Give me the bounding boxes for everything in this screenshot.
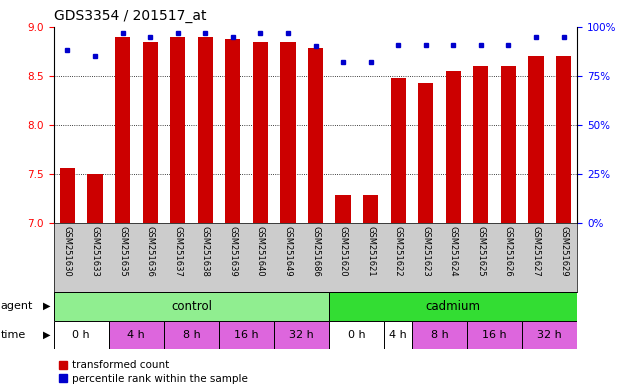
Text: 8 h: 8 h (431, 330, 449, 340)
Legend: transformed count, percentile rank within the sample: transformed count, percentile rank withi… (59, 361, 248, 384)
Bar (225, 39, 240, 223)
Bar (88, 174, 103, 223)
Bar (445, 71, 461, 223)
Bar (308, 48, 323, 223)
Bar (329, 321, 384, 349)
Bar (522, 321, 577, 349)
Bar (363, 195, 378, 223)
Text: 16 h: 16 h (482, 330, 507, 340)
Text: 4 h: 4 h (127, 330, 145, 340)
Text: agent: agent (1, 301, 33, 311)
Text: 8 h: 8 h (182, 330, 200, 340)
Text: GSM251633: GSM251633 (90, 226, 100, 277)
Text: GSM251627: GSM251627 (531, 226, 541, 277)
Text: ▶: ▶ (43, 301, 50, 311)
Bar (54, 292, 329, 321)
Bar (329, 292, 577, 321)
Text: GDS3354 / 201517_at: GDS3354 / 201517_at (54, 9, 206, 23)
Text: GSM251624: GSM251624 (449, 226, 458, 277)
Text: ▶: ▶ (43, 330, 50, 340)
Bar (336, 195, 351, 223)
Bar (412, 321, 467, 349)
Text: cadmium: cadmium (426, 300, 481, 313)
Bar (418, 83, 433, 223)
Text: 32 h: 32 h (290, 330, 314, 340)
Text: GSM251630: GSM251630 (63, 226, 72, 277)
Bar (170, 37, 186, 223)
Bar (528, 56, 543, 223)
Bar (54, 321, 109, 349)
Text: GSM251637: GSM251637 (173, 226, 182, 277)
Text: 0 h: 0 h (348, 330, 365, 340)
Bar (473, 66, 488, 223)
Text: GSM251636: GSM251636 (146, 226, 155, 277)
Bar (219, 321, 274, 349)
Bar (115, 37, 130, 223)
Bar (280, 41, 295, 223)
Bar (164, 321, 219, 349)
Text: 16 h: 16 h (234, 330, 259, 340)
Bar (467, 321, 522, 349)
Bar (253, 41, 268, 223)
Text: GSM251640: GSM251640 (256, 226, 265, 277)
Bar (274, 321, 329, 349)
Text: GSM251638: GSM251638 (201, 226, 209, 277)
Bar (501, 66, 516, 223)
Text: GSM251629: GSM251629 (559, 226, 568, 277)
Text: GSM251639: GSM251639 (228, 226, 237, 277)
Text: GSM251649: GSM251649 (283, 226, 292, 277)
Text: GSM251623: GSM251623 (422, 226, 430, 277)
Bar (391, 78, 406, 223)
Text: GSM251625: GSM251625 (476, 226, 485, 277)
Text: GSM251620: GSM251620 (339, 226, 348, 277)
Text: GSM251621: GSM251621 (366, 226, 375, 277)
Text: 32 h: 32 h (538, 330, 562, 340)
Bar (109, 321, 164, 349)
Text: 4 h: 4 h (389, 330, 407, 340)
Text: GSM251686: GSM251686 (311, 226, 320, 277)
Text: GSM251635: GSM251635 (118, 226, 127, 277)
Text: 0 h: 0 h (73, 330, 90, 340)
Bar (556, 56, 571, 223)
Text: control: control (171, 300, 212, 313)
Text: GSM251626: GSM251626 (504, 226, 513, 277)
Bar (143, 41, 158, 223)
Bar (198, 37, 213, 223)
Bar (60, 168, 75, 223)
Text: GSM251622: GSM251622 (394, 226, 403, 277)
Bar (384, 321, 412, 349)
Text: time: time (1, 330, 26, 340)
